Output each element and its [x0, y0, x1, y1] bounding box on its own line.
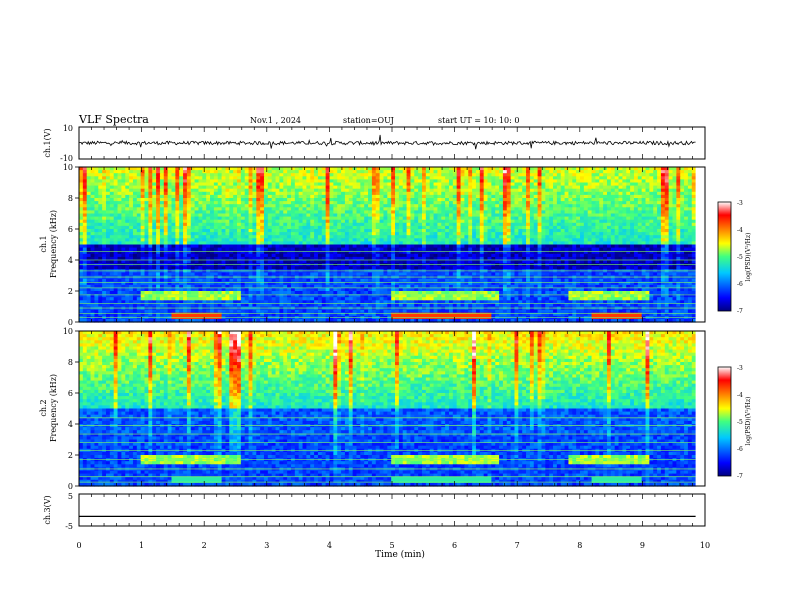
ch1-ylabel-frequency: Frequency (kHz) [49, 210, 58, 278]
station-label: station=OUJ [343, 116, 394, 125]
ch1-cb-tick-7: -7 [737, 308, 743, 315]
ch2-colorbar: -3 -4 -5 -6 -7 log(PSD)(V²/Hz) [718, 365, 752, 480]
figure-title: VLF Spectra [78, 113, 149, 126]
ch1-colorbar-gradient [718, 202, 731, 311]
ch2-cb-tick-3: -3 [737, 365, 743, 372]
ch1-cb-tick-3: -3 [737, 200, 743, 207]
ch1-spectrogram-image [79, 167, 705, 323]
ch2-ylabel-channel: ch.2 [39, 399, 48, 416]
time-tick-label: 7 [515, 541, 520, 550]
ch2-ylabel-frequency: Frequency (kHz) [49, 374, 58, 442]
time-tick-label: 5 [389, 541, 394, 550]
time-tick-label: 10 [700, 541, 710, 550]
ch3-ytick-bottom: -5 [65, 522, 73, 531]
ch1-colorbar-label: log(PSD)(V²/Hz) [745, 233, 752, 282]
ch1-ytick-bottom: -10 [60, 154, 73, 163]
time-tick-label: 2 [202, 541, 207, 550]
ch3-ytick-top: 5 [68, 492, 73, 501]
ch2-spectrogram-image [79, 331, 705, 487]
ch1-freq-ticks: 0 2 4 6 8 10 [63, 163, 79, 327]
freq-tick-label: 8 [68, 358, 73, 367]
freq-tick-label: 6 [68, 389, 73, 398]
ch1-waveform-ylabel: ch.1(V) [43, 128, 52, 157]
time-tick-label: 3 [264, 541, 269, 550]
time-axis-label: Time (min) [375, 549, 425, 560]
freq-tick-label: 8 [68, 194, 73, 203]
ch2-colorbar-gradient [718, 367, 731, 476]
date-label: Nov.1 , 2024 [250, 116, 301, 125]
freq-tick-label: 4 [68, 256, 73, 265]
ch2-cb-tick-6: -6 [737, 446, 743, 453]
ch1-ytick-top: 10 [63, 124, 73, 133]
freq-tick-label: 2 [68, 451, 73, 460]
time-axis-tick-labels: 0 1 2 3 4 5 6 7 8 9 10 [76, 541, 710, 550]
ch2-cb-tick-5: -5 [737, 419, 743, 426]
ch1-cb-tick-5: -5 [737, 254, 743, 261]
freq-tick-label: 6 [68, 225, 73, 234]
ch2-spectrogram-panel: 0 2 4 6 8 10 ch.2 Frequency (kHz) [39, 327, 705, 491]
freq-tick-label: 0 [68, 482, 73, 491]
ch2-colorbar-label: log(PSD)(V²/Hz) [745, 397, 752, 446]
freq-tick-label: 10 [63, 163, 73, 172]
start-time-label: start UT = 10: 10: 0 [438, 116, 519, 125]
time-tick-label: 1 [139, 541, 144, 550]
ch1-cb-tick-4: -4 [737, 227, 743, 234]
time-tick-label: 0 [76, 541, 81, 550]
ch3-panel: 5 -5 ch.3(V) [43, 492, 705, 531]
ch1-colorbar: -3 -4 -5 -6 -7 log(PSD)(V²/Hz) [718, 200, 752, 315]
freq-tick-label: 0 [68, 318, 73, 327]
ch2-cb-tick-4: -4 [737, 392, 743, 399]
time-tick-label: 9 [640, 541, 645, 550]
ch2-cb-tick-7: -7 [737, 473, 743, 480]
freq-tick-label: 4 [68, 420, 73, 429]
ch2-freq-ticks: 0 2 4 6 8 10 [63, 327, 79, 491]
time-tick-label: 4 [327, 541, 332, 550]
time-tick-label: 6 [452, 541, 457, 550]
ch3-ylabel: ch.3(V) [43, 495, 52, 524]
freq-tick-label: 2 [68, 287, 73, 296]
ch1-cb-tick-6: -6 [737, 281, 743, 288]
time-tick-label: 8 [577, 541, 582, 550]
ch1-waveform-panel: 10 -10 ch.1(V) [43, 124, 705, 163]
ch1-ylabel-channel: ch.1 [39, 235, 48, 252]
ch1-spectrogram-panel: 0 2 4 6 8 10 ch.1 Frequency (kHz) [39, 163, 705, 327]
freq-tick-label: 10 [63, 327, 73, 336]
